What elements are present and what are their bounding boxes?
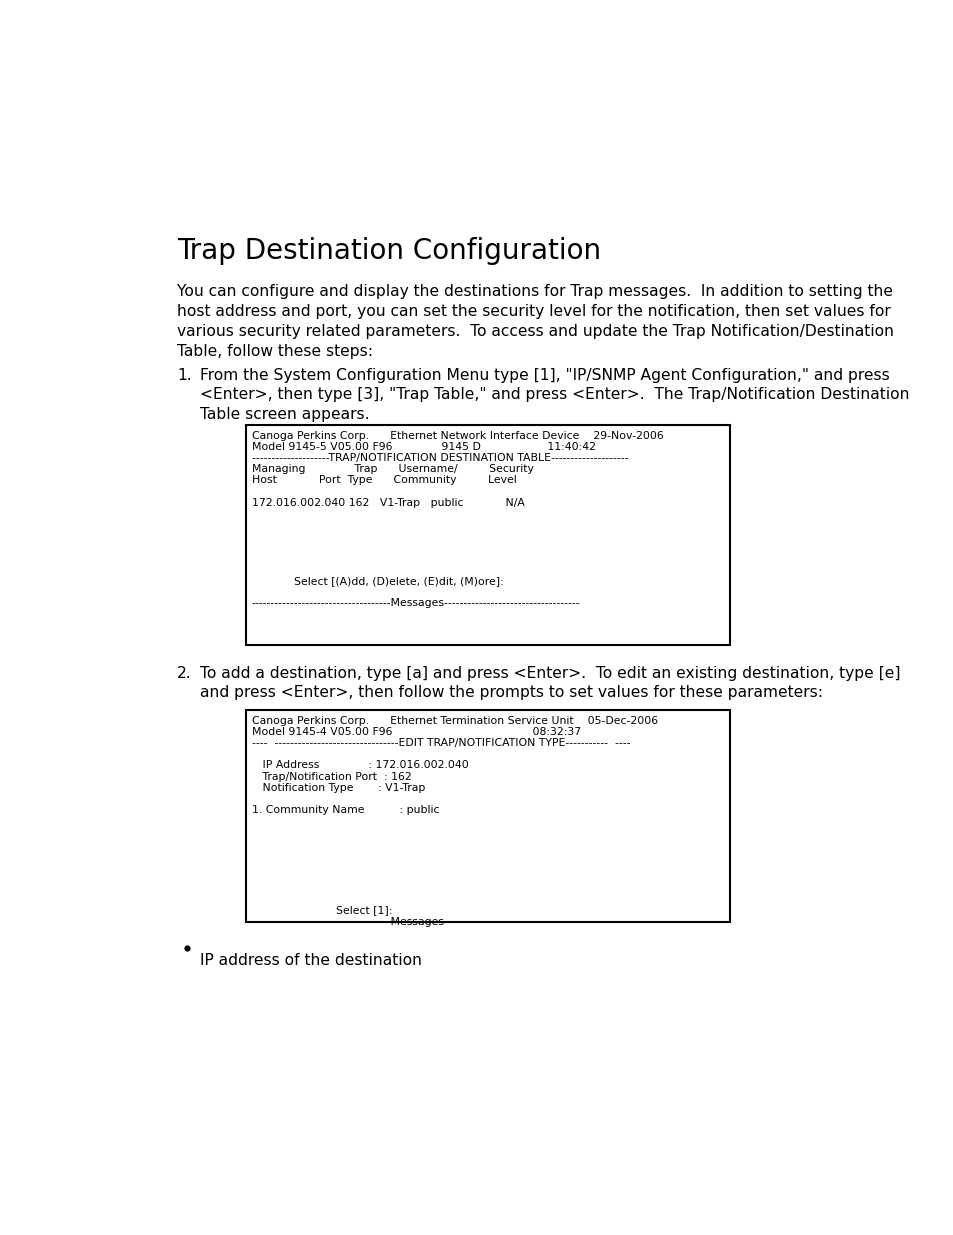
Text: Host            Port  Type      Community         Level: Host Port Type Community Level	[252, 475, 516, 485]
Text: IP address of the destination: IP address of the destination	[199, 953, 421, 968]
Text: Trap/Notification Port  : 162: Trap/Notification Port : 162	[252, 772, 411, 782]
Text: To add a destination, type [a] and press <Enter>.  To edit an existing destinati: To add a destination, type [a] and press…	[199, 666, 900, 700]
Text: ----  --------------------------------EDIT TRAP/NOTIFICATION TYPE-----------  --: ---- --------------------------------EDI…	[252, 739, 630, 748]
Text: Select [1]:: Select [1]:	[252, 905, 392, 915]
Text: IP Address              : 172.016.002.040: IP Address : 172.016.002.040	[252, 761, 468, 771]
Text: 1.: 1.	[177, 368, 192, 383]
Text: From the System Configuration Menu type [1], "IP/SNMP Agent Configuration," and : From the System Configuration Menu type …	[199, 368, 908, 422]
Text: 172.016.002.040 162   V1-Trap   public            N/A: 172.016.002.040 162 V1-Trap public N/A	[252, 498, 524, 508]
Bar	[245, 710, 729, 923]
Text: Canoga Perkins Corp.      Ethernet Termination Service Unit    05-Dec-2006: Canoga Perkins Corp. Ethernet Terminatio…	[252, 716, 658, 726]
Text: 2.: 2.	[177, 666, 192, 680]
Text: 1. Community Name          : public: 1. Community Name : public	[252, 805, 438, 815]
Text: Notification Type       : V1-Trap: Notification Type : V1-Trap	[252, 783, 425, 793]
Text: --------------------TRAP/NOTIFICATION DESTINATION TABLE--------------------: --------------------TRAP/NOTIFICATION DE…	[252, 453, 628, 463]
Text: Trap Destination Configuration: Trap Destination Configuration	[177, 237, 601, 264]
Text: Managing              Trap      Username/         Security: Managing Trap Username/ Security	[252, 464, 533, 474]
Text: Model 9145-4 V05.00 F96                                        08:32:37: Model 9145-4 V05.00 F96 08:32:37	[252, 727, 580, 737]
Bar	[245, 425, 729, 645]
Text: ------------------------------------Messages-----------------------------------: ------------------------------------Mess…	[252, 598, 579, 609]
Text: Select [(A)dd, (D)elete, (E)dit, (M)ore]:: Select [(A)dd, (D)elete, (E)dit, (M)ore]…	[252, 576, 503, 585]
Text: ------------------------------------Messages-----------------------------------: ------------------------------------Mess…	[252, 916, 579, 926]
Text: Model 9145-5 V05.00 F96              9145 D                   11:40:42: Model 9145-5 V05.00 F96 9145 D 11:40:42	[252, 442, 596, 452]
Text: You can configure and display the destinations for Trap messages.  In addition t: You can configure and display the destin…	[177, 284, 894, 359]
Text: Canoga Perkins Corp.      Ethernet Network Interface Device    29-Nov-2006: Canoga Perkins Corp. Ethernet Network In…	[252, 431, 663, 441]
